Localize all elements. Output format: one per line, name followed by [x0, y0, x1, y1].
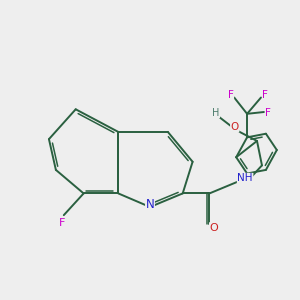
- Text: H: H: [212, 108, 220, 118]
- Text: F: F: [266, 109, 271, 118]
- Text: NH: NH: [237, 173, 253, 183]
- Text: F: F: [228, 90, 234, 100]
- Text: O: O: [231, 122, 239, 132]
- Text: N: N: [146, 198, 154, 211]
- Text: O: O: [209, 223, 218, 233]
- Text: F: F: [262, 90, 268, 100]
- Text: F: F: [59, 218, 65, 228]
